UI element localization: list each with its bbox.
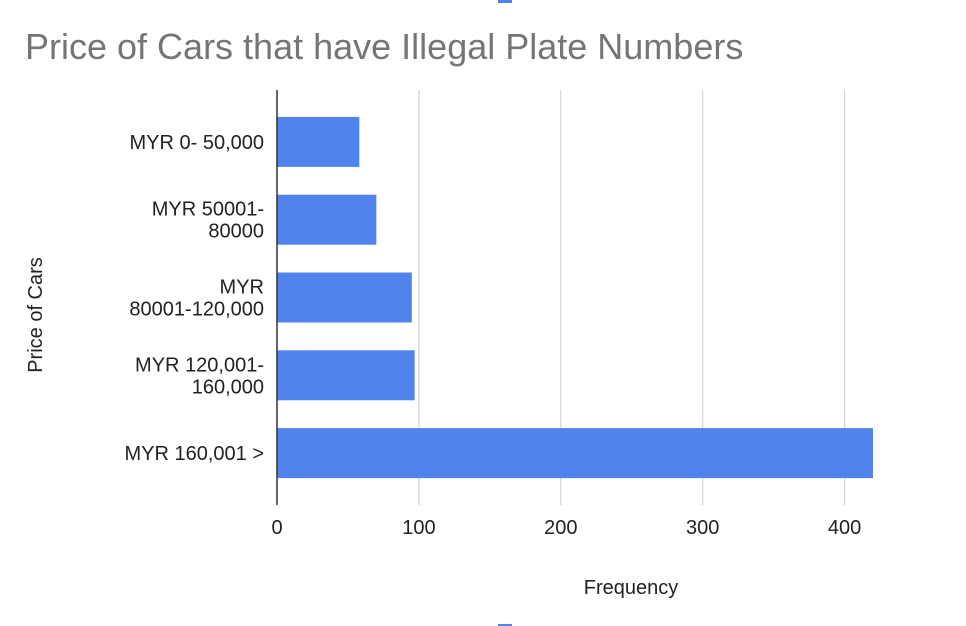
x-axis-title: Frequency (584, 577, 679, 599)
bar (277, 428, 873, 479)
bar (277, 116, 360, 167)
x-tick-label: 300 (686, 517, 719, 539)
y-tick-label: MYR 50001-80000 (152, 199, 264, 243)
y-tick-label: MYR 0- 50,000 (129, 132, 264, 154)
x-tick-label: 0 (271, 517, 282, 539)
legend-fragment (498, 0, 512, 3)
chart-title: Price of Cars that have Illegal Plate Nu… (25, 26, 743, 67)
bar (277, 272, 412, 323)
y-tick-label: MYR 80001-120,000 (129, 277, 264, 321)
y-axis-title: Price of Cars (25, 257, 47, 373)
x-tick-label: 100 (402, 517, 435, 539)
x-tick-label: 400 (828, 517, 861, 539)
y-tick-label: MYR 120,001-160,000 (135, 354, 264, 398)
bar (277, 194, 377, 245)
y-tick-label: MYR 160,001 > (124, 443, 264, 465)
x-tick-label: 200 (544, 517, 577, 539)
legend-fragment (498, 624, 512, 626)
bar (277, 350, 415, 401)
